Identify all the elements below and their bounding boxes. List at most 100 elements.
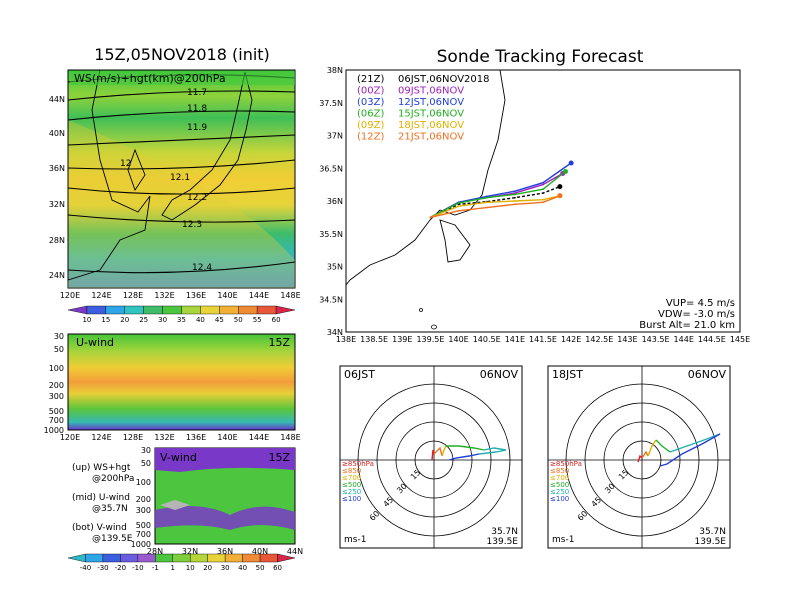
contour-label: 12.4 bbox=[192, 263, 212, 273]
u-lon-tick: 144E bbox=[249, 433, 269, 442]
track-lon-ticks: 138E 138.5E 139E 139.5E 140E 140.5E 141E 141.5E… bbox=[336, 335, 750, 344]
colorbar-swatch bbox=[86, 305, 107, 315]
vdw-text: VDW= -3.0 m/s bbox=[658, 309, 735, 320]
track-panel: 38N 37.5N 37N 36.5N 36N 35.5N 35N 34.5N 34N 138E… bbox=[319, 66, 750, 344]
colorbar-label: 40 bbox=[196, 316, 205, 324]
colorbar-swatch bbox=[137, 553, 156, 563]
colorbar-swatch bbox=[85, 553, 104, 563]
v-lat-tick: 44N bbox=[287, 547, 303, 556]
track-point bbox=[558, 185, 561, 188]
note-line: @200hPa bbox=[92, 474, 134, 484]
hodo-trace bbox=[647, 439, 657, 457]
track-lon-tick: 144.5E bbox=[698, 335, 726, 344]
track-lon-tick: 143.5E bbox=[642, 335, 670, 344]
hodo-trace bbox=[637, 454, 643, 463]
colorbar-swatch bbox=[219, 305, 239, 315]
track-point bbox=[542, 181, 544, 184]
colorbar-swatch bbox=[67, 553, 86, 563]
v-lat-tick: 28N bbox=[147, 547, 163, 556]
u-pressure-tick: 700 bbox=[49, 416, 64, 425]
colorbar-swatch bbox=[67, 305, 88, 315]
hodo-trace bbox=[433, 446, 443, 457]
track-point bbox=[513, 203, 516, 206]
u-lon-tick: 140E bbox=[217, 433, 237, 442]
contour-line bbox=[67, 187, 296, 195]
track-point bbox=[564, 170, 567, 173]
hodo-trace bbox=[431, 449, 435, 461]
u-pressure-tick: 300 bbox=[49, 392, 64, 401]
legend-utc: (09Z) bbox=[357, 120, 384, 131]
ws-map-panel: 11.7 11.8 11.9 12 12.1 12.2 12.3 12.4 WS… bbox=[49, 69, 301, 300]
ws-colorbar: 10 15 20 25 30 35 40 45 50 55 60 bbox=[67, 305, 296, 324]
ws-lat-tick: 40N bbox=[49, 129, 65, 138]
legend-jst: 15JST,06NOV bbox=[398, 109, 464, 120]
u-pressure-tick: 500 bbox=[49, 407, 64, 416]
track-lat-tick: 35.5N bbox=[319, 230, 343, 239]
v-lat-ticks: 28N 32N 36N 40N 44N bbox=[147, 547, 303, 556]
colorbar-swatch bbox=[190, 553, 208, 563]
colorbar-swatch bbox=[120, 553, 139, 563]
boso-coastline bbox=[439, 219, 471, 263]
panel-notes: (up) WS+hgt@200hPa (mid) U-wind@35.7N (bot… bbox=[72, 463, 134, 544]
v-pressure-tick: 50 bbox=[141, 459, 151, 468]
hodo-level-label: ≥850hPa bbox=[550, 460, 582, 468]
track-line bbox=[430, 195, 561, 219]
u-panel-time: 15Z bbox=[268, 336, 290, 349]
hodo-trace bbox=[441, 445, 447, 457]
contour-label: 12.3 bbox=[182, 220, 202, 230]
track-point bbox=[513, 200, 516, 202]
legend-utc: (00Z) bbox=[357, 86, 384, 97]
ws-lon-tick: 148E bbox=[280, 291, 300, 300]
track-lat-tick: 38N bbox=[327, 66, 343, 75]
u-lon-tick: 128E bbox=[123, 433, 143, 442]
v-pressure-tick: 300 bbox=[136, 506, 151, 515]
hodo-level-label: ≤700 bbox=[550, 474, 569, 482]
track-lon-tick: 141.5E bbox=[529, 335, 557, 344]
track-point bbox=[513, 196, 516, 199]
colorbar-label: 60 bbox=[272, 316, 281, 324]
note-line: (up) WS+hgt bbox=[72, 463, 131, 473]
hodo-lat: 35.7N bbox=[491, 527, 518, 537]
hodo-level-label: ≤250 bbox=[342, 488, 361, 496]
track-point bbox=[558, 194, 561, 197]
colorbar-swatch bbox=[277, 553, 296, 563]
v-negative-region bbox=[155, 506, 295, 530]
track-lon-tick: 138E bbox=[336, 335, 356, 344]
track-point bbox=[513, 192, 516, 195]
hodo-ring bbox=[565, 383, 719, 537]
track-lon-tick: 142E bbox=[561, 335, 581, 344]
legend-jst: 12JST,06NOV bbox=[398, 97, 464, 108]
track-point bbox=[542, 198, 544, 201]
korea-coastline bbox=[127, 148, 146, 192]
colorbar-swatch bbox=[200, 305, 220, 315]
legend-jst: 06JST,06NOV2018 bbox=[398, 74, 490, 85]
colorbar-label: 20 bbox=[203, 564, 212, 572]
v-pressure-tick: 200 bbox=[136, 495, 151, 504]
hodo-ring bbox=[376, 402, 492, 518]
left-title: 15Z,05NOV2018 (init) bbox=[94, 45, 270, 64]
track-point bbox=[542, 188, 544, 191]
v-lat-tick: 40N bbox=[252, 547, 268, 556]
v-pressure-tick: 1000 bbox=[131, 540, 151, 549]
hodo-level-label: ≤700 bbox=[342, 474, 361, 482]
hodo-level-label: ≤500 bbox=[342, 481, 361, 489]
legend-utc: (03Z) bbox=[357, 97, 384, 108]
track-series bbox=[429, 160, 574, 219]
mainland-coastline bbox=[67, 69, 151, 281]
track-point bbox=[542, 183, 544, 186]
v-pressure-tick: 500 bbox=[136, 521, 151, 530]
track-lon-tick: 139E bbox=[392, 335, 412, 344]
track-line bbox=[430, 185, 561, 219]
hodo-level-label: ≤500 bbox=[550, 481, 569, 489]
legend-jst: 21JST,06NOV bbox=[398, 132, 464, 143]
hodo-ring bbox=[603, 421, 681, 499]
legend-utc: (12Z) bbox=[357, 132, 384, 143]
note-line: (bot) V-wind bbox=[72, 523, 127, 533]
colorbar-label: -10 bbox=[132, 564, 143, 572]
legend-jst: 18JST,06NOV bbox=[398, 120, 464, 131]
colorbar-swatch bbox=[256, 305, 277, 315]
legend-utc: (06Z) bbox=[357, 109, 384, 120]
